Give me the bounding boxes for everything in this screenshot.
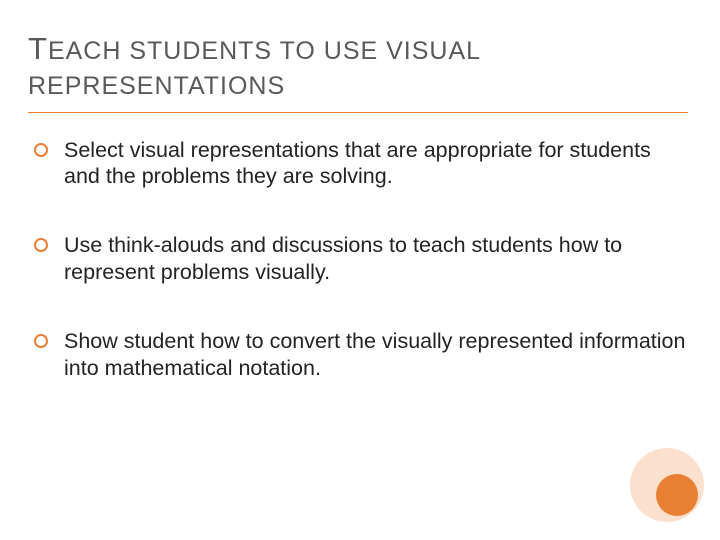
title-line2: REPRESENTATIONS — [28, 72, 285, 100]
bullet-text: Select visual representations that are a… — [64, 137, 688, 191]
bullet-text: Use think-alouds and discussions to teac… — [64, 232, 688, 286]
slide: TEACH STUDENTS TO USE VISUAL REPRESENTAT… — [0, 0, 720, 540]
title-line1: EACH STUDENTS TO USE VISUAL — [48, 37, 481, 65]
bullet-icon — [34, 334, 48, 348]
slide-title: TEACH STUDENTS TO USE VISUAL REPRESENTAT… — [28, 28, 688, 113]
list-item: Use think-alouds and discussions to teac… — [34, 232, 688, 286]
list-item: Show student how to convert the visually… — [34, 328, 688, 382]
title-lead-char: T — [28, 31, 48, 66]
bullet-text: Show student how to convert the visually… — [64, 328, 688, 382]
bullet-list: Select visual representations that are a… — [28, 137, 688, 382]
decor-circle-inner — [656, 474, 698, 516]
bullet-icon — [34, 238, 48, 252]
list-item: Select visual representations that are a… — [34, 137, 688, 191]
bullet-icon — [34, 143, 48, 157]
